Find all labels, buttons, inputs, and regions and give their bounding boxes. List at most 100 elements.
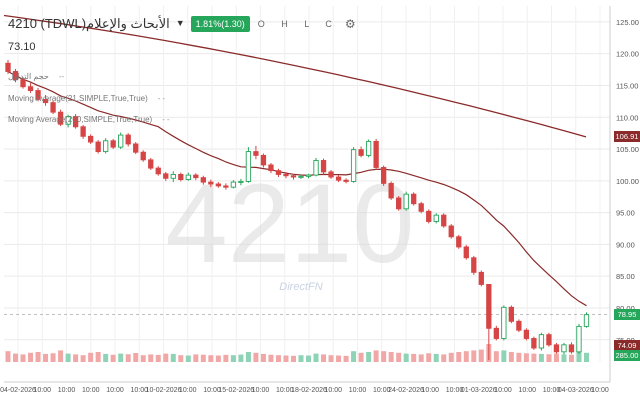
candle-body	[27, 86, 34, 92]
x-tick-label: 24-02-2026	[388, 387, 424, 394]
x-tick-label: 10:00	[106, 387, 124, 394]
volume-bar	[148, 354, 154, 362]
candle-body	[388, 182, 394, 199]
volume-bar	[478, 349, 484, 362]
gear-icon[interactable]: ⚙	[344, 17, 356, 31]
candle-body	[87, 135, 94, 143]
x-tick-label: 10:00	[349, 387, 367, 394]
candle-body	[508, 306, 515, 322]
x-tick-label: 10:00	[252, 387, 270, 394]
volume-bar	[501, 350, 507, 362]
x-tick-label: 04-02-2026	[0, 387, 36, 394]
price-tag: 106.91	[614, 131, 640, 143]
volume-bar	[553, 353, 559, 362]
volume-bar	[403, 353, 409, 362]
symbol-title[interactable]: 4210 (TDWL)الأبحاث والإعلام	[8, 16, 170, 31]
x-tick-label: 10:00	[130, 387, 148, 394]
x-tick-label: 10:00	[179, 387, 197, 394]
candle-body	[418, 203, 424, 212]
candle-body	[380, 167, 387, 184]
ma200-line	[3, 14, 587, 138]
volume-bar	[411, 353, 417, 362]
volume-bar	[343, 355, 349, 362]
x-tick-label: 04-03-2026	[558, 387, 594, 394]
x-tick-label: 10:00	[518, 387, 536, 394]
volume-bar	[35, 352, 41, 362]
volume-bar	[531, 353, 537, 362]
y-tick-label: 120.00	[616, 50, 639, 59]
volume-bar	[178, 355, 184, 362]
candle-body	[531, 338, 537, 349]
indicator-volume[interactable]: حجم التداول --	[8, 72, 65, 81]
chart-header: 4210 (TDWL)الأبحاث والإعلام ▼ 1.81%(1.30…	[8, 14, 356, 34]
candle-body	[193, 174, 199, 179]
volume-bar	[118, 353, 124, 362]
volume-bar	[170, 353, 176, 362]
candle-body	[185, 174, 191, 181]
volume-bar	[110, 354, 116, 362]
volume-bar	[238, 354, 244, 362]
candle-body	[373, 140, 379, 168]
x-tick-label: 10:00	[421, 387, 439, 394]
volume-bar	[336, 355, 342, 362]
candle-body	[103, 140, 109, 153]
candle-body	[215, 183, 222, 187]
candle-body	[411, 193, 417, 205]
candle-body	[478, 271, 484, 285]
volume-bar	[321, 354, 327, 362]
indicator-ma200[interactable]: Moving Average(200,SIMPLE,True,True) --	[8, 115, 172, 124]
candle-body	[42, 98, 49, 104]
candle-body	[501, 306, 507, 339]
volume-bars	[5, 344, 589, 362]
volume-bar	[471, 350, 477, 362]
candle-body	[335, 176, 342, 181]
candle-body	[133, 143, 139, 153]
chevron-down-icon[interactable]: ▼	[175, 18, 185, 28]
last-price: 73.10	[8, 41, 36, 53]
candle-body	[493, 327, 499, 339]
y-axis: 125.00 120.00 115.00 110.00 105.00 100.00 95.0…	[609, 6, 639, 382]
y-tick-label: 110.00	[616, 113, 638, 122]
candle-body	[178, 174, 184, 180]
volume-bar	[456, 352, 462, 362]
change-badge: 1.81%(1.30)	[190, 16, 250, 32]
volume-bar	[306, 355, 312, 362]
candle-body	[583, 314, 590, 327]
volume-bar	[366, 352, 372, 362]
candle-body	[396, 197, 402, 210]
volume-bar	[163, 353, 169, 362]
volume-bar	[140, 355, 146, 362]
candle-body	[95, 141, 101, 153]
candle-body	[313, 160, 319, 176]
ma21-line	[7, 70, 587, 307]
volume-bar	[388, 352, 394, 362]
candle-body	[448, 225, 454, 238]
candle-body	[538, 334, 545, 349]
volume-bar	[88, 352, 94, 362]
volume-bar	[568, 354, 574, 362]
candle-body	[208, 181, 214, 185]
candle-body	[65, 116, 71, 125]
x-tick-label: 10:00	[543, 387, 561, 394]
price-tag: 78.95	[614, 309, 640, 321]
y-tick-label: 90.00	[616, 240, 635, 249]
volume-bar	[583, 352, 589, 362]
candle-body	[20, 79, 26, 88]
candle-body	[223, 185, 229, 188]
indicator-ma21[interactable]: Moving Average(21,SIMPLE,True,True) --	[8, 94, 168, 103]
volume-bar	[493, 351, 499, 362]
candle-body	[12, 71, 19, 81]
candle-body	[230, 181, 237, 188]
volume-bar	[561, 354, 567, 362]
candle-body	[140, 151, 146, 161]
volume-bar	[275, 355, 281, 362]
candle-body	[72, 116, 79, 128]
x-tick-label: 10:00	[203, 387, 221, 394]
volume-bar	[373, 350, 379, 362]
candle-body	[456, 236, 462, 248]
candles	[5, 60, 590, 361]
candle-body	[200, 177, 206, 183]
volume-bar	[546, 354, 552, 362]
candle-body	[148, 159, 154, 169]
